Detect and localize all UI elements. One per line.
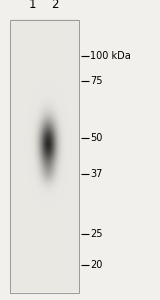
Text: 50: 50 xyxy=(90,133,103,143)
Bar xyxy=(10,20,79,292)
Text: 1: 1 xyxy=(28,0,36,11)
Text: 37: 37 xyxy=(90,169,103,179)
Text: 25: 25 xyxy=(90,229,103,239)
Text: 20: 20 xyxy=(90,260,103,270)
Text: 100 kDa: 100 kDa xyxy=(90,51,131,62)
Text: 75: 75 xyxy=(90,76,103,86)
Text: 2: 2 xyxy=(51,0,58,11)
